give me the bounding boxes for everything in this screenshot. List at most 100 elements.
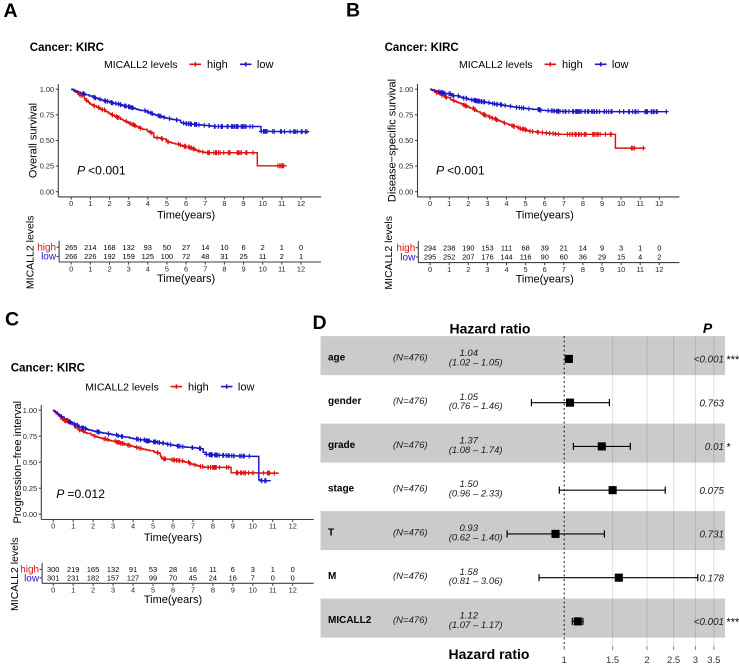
svg-text:0.00: 0.00 (23, 510, 37, 519)
svg-text:238: 238 (443, 243, 455, 252)
svg-text:(1.08 – 1.74): (1.08 – 1.74) (449, 445, 503, 456)
svg-text:27: 27 (182, 243, 190, 252)
svg-text:5: 5 (524, 265, 528, 274)
svg-text:1.5: 1.5 (606, 655, 619, 666)
svg-text:<0.001: <0.001 (694, 617, 724, 628)
svg-text:7: 7 (203, 264, 207, 273)
svg-text:0.75: 0.75 (40, 110, 54, 119)
svg-text:1: 1 (271, 565, 275, 574)
svg-text:10: 10 (249, 522, 257, 531)
svg-text:2: 2 (466, 199, 470, 208)
svg-text:1: 1 (71, 522, 75, 531)
svg-text:11: 11 (209, 565, 217, 574)
svg-text:68: 68 (521, 243, 529, 252)
svg-text:10: 10 (259, 264, 267, 273)
svg-text:21: 21 (560, 243, 568, 252)
svg-text:high: high (207, 59, 228, 71)
svg-text:0.75: 0.75 (399, 110, 413, 119)
svg-text:10: 10 (259, 199, 267, 208)
svg-text:age: age (328, 352, 346, 363)
svg-text:MICALL2: MICALL2 (328, 615, 372, 626)
svg-text:(0.62 – 1.40): (0.62 – 1.40) (449, 532, 503, 543)
svg-text:0.178: 0.178 (699, 573, 724, 584)
svg-text:11: 11 (259, 252, 267, 261)
svg-text:12: 12 (289, 586, 297, 595)
svg-text:(N=476): (N=476) (393, 484, 428, 495)
svg-text:1.05: 1.05 (460, 392, 479, 403)
svg-text:Time(years): Time(years) (157, 273, 215, 285)
svg-text:0: 0 (69, 199, 73, 208)
svg-text:10: 10 (617, 265, 625, 274)
svg-text:0.00: 0.00 (399, 187, 413, 196)
svg-text:12: 12 (655, 265, 663, 274)
svg-text:9: 9 (600, 265, 604, 274)
svg-text:39: 39 (541, 243, 549, 252)
svg-text:Cancer: KIRC: Cancer: KIRC (11, 363, 85, 375)
svg-text:99: 99 (149, 574, 157, 583)
svg-text:10: 10 (249, 586, 257, 595)
svg-text:8: 8 (211, 586, 215, 595)
svg-text:(N=476): (N=476) (393, 615, 428, 626)
svg-text:12: 12 (297, 264, 305, 273)
svg-text:7: 7 (191, 586, 195, 595)
svg-text:50: 50 (163, 243, 171, 252)
svg-text:60: 60 (560, 253, 568, 262)
svg-text:11: 11 (278, 264, 286, 273)
svg-text:B: B (346, 0, 360, 22)
svg-text:6: 6 (543, 265, 547, 274)
svg-text:MICALL2 levels: MICALL2 levels (25, 216, 37, 290)
svg-text:low: low (41, 252, 57, 263)
svg-text:Cancer: KIRC: Cancer: KIRC (385, 42, 459, 54)
svg-text:1: 1 (280, 243, 284, 252)
svg-text:29: 29 (598, 253, 606, 262)
svg-text:53: 53 (149, 565, 157, 574)
svg-text:3: 3 (251, 565, 255, 574)
svg-text:48: 48 (201, 252, 209, 261)
svg-text:0: 0 (51, 522, 55, 531)
svg-text:P: P (703, 320, 713, 336)
svg-text:0: 0 (69, 264, 73, 273)
svg-text:231: 231 (67, 574, 79, 583)
svg-text:6: 6 (184, 264, 188, 273)
svg-text:3: 3 (111, 522, 115, 531)
svg-text:4: 4 (131, 586, 135, 595)
svg-text:0: 0 (291, 565, 295, 574)
svg-text:MICALL2 levels: MICALL2 levels (104, 59, 178, 71)
svg-text:2: 2 (91, 522, 95, 531)
svg-text:(0.81 – 3.06): (0.81 – 3.06) (449, 576, 503, 587)
svg-text:16: 16 (189, 565, 197, 574)
svg-text:265: 265 (65, 243, 77, 252)
svg-text:31: 31 (220, 252, 228, 261)
svg-text:192: 192 (103, 252, 115, 261)
svg-text:2: 2 (280, 252, 284, 261)
svg-text:0: 0 (299, 243, 303, 252)
svg-text:207: 207 (462, 253, 474, 262)
svg-text:100: 100 (161, 252, 173, 261)
svg-text:159: 159 (123, 252, 135, 261)
svg-text:2: 2 (644, 655, 649, 666)
svg-text:3: 3 (127, 264, 131, 273)
svg-text:Time(years): Time(years) (516, 209, 574, 221)
svg-text:153: 153 (481, 243, 493, 252)
svg-text:3: 3 (693, 655, 698, 666)
svg-text:1: 1 (299, 252, 303, 261)
svg-text:1: 1 (88, 264, 92, 273)
svg-text:9: 9 (242, 264, 246, 273)
svg-text:14: 14 (579, 243, 587, 252)
svg-text:0.731: 0.731 (699, 530, 724, 541)
svg-text:0.25: 0.25 (40, 162, 54, 171)
svg-text:0: 0 (271, 574, 275, 583)
svg-text:24: 24 (209, 574, 217, 583)
svg-text:MICALL2 levels: MICALL2 levels (459, 59, 533, 71)
svg-text:0: 0 (428, 265, 432, 274)
svg-text:132: 132 (107, 565, 119, 574)
svg-text:45: 45 (189, 574, 197, 583)
svg-text:14: 14 (201, 243, 209, 252)
svg-text:36: 36 (579, 253, 587, 262)
svg-text:1: 1 (447, 199, 451, 208)
svg-text:0.75: 0.75 (23, 432, 37, 441)
svg-text:(N=476): (N=476) (393, 440, 428, 451)
svg-text:266: 266 (65, 252, 77, 261)
svg-text:1.04: 1.04 (460, 348, 479, 359)
svg-text:low: low (400, 252, 416, 263)
